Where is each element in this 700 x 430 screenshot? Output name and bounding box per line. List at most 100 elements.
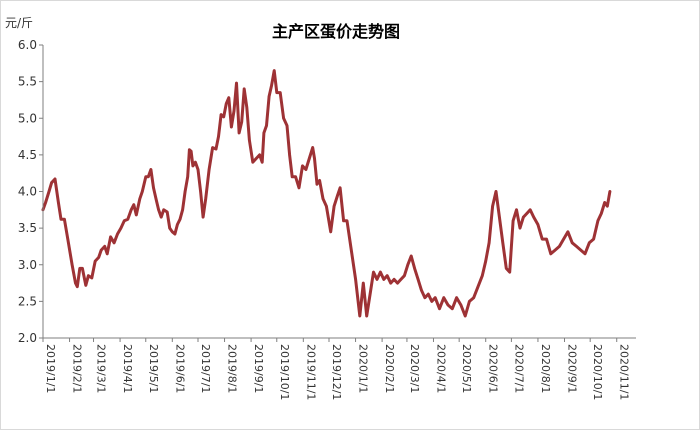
chart-title: 主产区蛋价走势图 xyxy=(272,22,400,41)
data-point xyxy=(261,161,264,164)
data-point xyxy=(459,303,463,307)
data-point xyxy=(498,215,501,219)
x-tick-label: 2019/5/1 xyxy=(147,344,160,393)
data-point xyxy=(600,212,603,215)
x-tick-label: 2020/2/1 xyxy=(383,344,396,393)
data-point xyxy=(44,201,47,204)
data-point xyxy=(549,252,552,255)
y-tick-label: 4.0 xyxy=(18,185,37,199)
data-point xyxy=(235,81,238,85)
x-axis: 2019/1/1 2019/2/1 2019/3/1 2019/4/1 2019/5/1… xyxy=(42,338,631,400)
data-point xyxy=(166,210,169,214)
data-point xyxy=(518,226,522,230)
data-point xyxy=(50,181,53,184)
data-point xyxy=(275,91,278,94)
y-tick-label: 6.0 xyxy=(18,38,37,52)
data-point xyxy=(389,281,392,285)
data-point xyxy=(430,300,433,303)
data-point xyxy=(313,157,316,160)
data-point xyxy=(420,289,423,292)
data-point xyxy=(171,230,174,233)
x-tick-label: 2019/7/1 xyxy=(199,344,212,393)
data-point xyxy=(63,218,66,221)
data-point xyxy=(468,300,471,303)
data-point xyxy=(515,208,518,211)
y-tick-label: 2.0 xyxy=(18,331,37,345)
data-point xyxy=(438,307,441,310)
data-point xyxy=(338,186,342,189)
data-point xyxy=(571,241,574,244)
data-point xyxy=(188,148,191,151)
data-point xyxy=(265,124,268,127)
data-point xyxy=(308,157,311,160)
data-point xyxy=(579,248,582,252)
data-point xyxy=(47,190,51,193)
data-point xyxy=(487,241,491,244)
y-tick-label: 2.5 xyxy=(18,294,37,308)
data-point xyxy=(410,254,413,258)
x-tick-label: 2020/1/1 xyxy=(357,344,370,393)
data-point xyxy=(94,259,97,263)
data-point xyxy=(481,274,484,277)
x-tick-label: 2020/10/1 xyxy=(591,344,604,400)
y-tick-label: 5.5 xyxy=(18,75,37,89)
x-tick-label: 2019/12/1 xyxy=(330,344,343,400)
data-point xyxy=(427,292,430,296)
data-point xyxy=(196,168,200,171)
data-point xyxy=(406,263,409,266)
data-point xyxy=(273,69,276,72)
data-point xyxy=(455,296,458,299)
data-point xyxy=(386,274,389,277)
data-point xyxy=(522,215,525,219)
data-point xyxy=(396,281,399,285)
data-point xyxy=(157,208,160,211)
data-point xyxy=(332,205,336,208)
data-point xyxy=(329,230,332,233)
x-tick-label: 2020/11/1 xyxy=(618,344,631,400)
data-point xyxy=(132,203,135,206)
data-point xyxy=(446,303,450,307)
x-tick-label: 2020/4/1 xyxy=(434,344,447,393)
data-point xyxy=(232,109,236,113)
data-point xyxy=(70,263,74,266)
data-point xyxy=(173,232,177,236)
x-tick-label: 2019/11/1 xyxy=(304,344,317,400)
data-point xyxy=(403,274,406,277)
data-point xyxy=(186,175,189,178)
data-point xyxy=(243,87,246,91)
data-point xyxy=(362,281,365,285)
x-tick-label: 2019/2/1 xyxy=(71,344,84,393)
data-point xyxy=(608,190,612,193)
x-tick-label: 2020/9/1 xyxy=(565,344,578,393)
data-point xyxy=(168,226,171,230)
data-point xyxy=(494,190,498,193)
data-point xyxy=(149,168,153,171)
data-point xyxy=(211,146,214,149)
data-point xyxy=(119,226,123,230)
x-tick-label: 2019/6/1 xyxy=(173,344,186,393)
data-point xyxy=(191,164,195,168)
data-point xyxy=(240,120,243,124)
data-point xyxy=(189,150,193,153)
price-series-line xyxy=(41,69,612,318)
data-point xyxy=(100,248,103,252)
data-point xyxy=(354,278,357,281)
data-point xyxy=(160,215,163,219)
data-point xyxy=(230,125,233,129)
data-point xyxy=(76,285,79,288)
data-point xyxy=(368,292,372,296)
data-point xyxy=(505,267,508,270)
data-point xyxy=(144,175,147,178)
data-point xyxy=(178,218,182,221)
data-point xyxy=(311,146,314,149)
data-point xyxy=(251,161,254,164)
data-point xyxy=(451,307,454,310)
x-tick-label: 2020/6/1 xyxy=(487,344,500,393)
data-point xyxy=(222,115,225,119)
data-point xyxy=(553,248,557,252)
data-point xyxy=(66,237,70,241)
series-group xyxy=(41,69,612,318)
data-point xyxy=(325,205,328,208)
data-point xyxy=(135,213,138,217)
